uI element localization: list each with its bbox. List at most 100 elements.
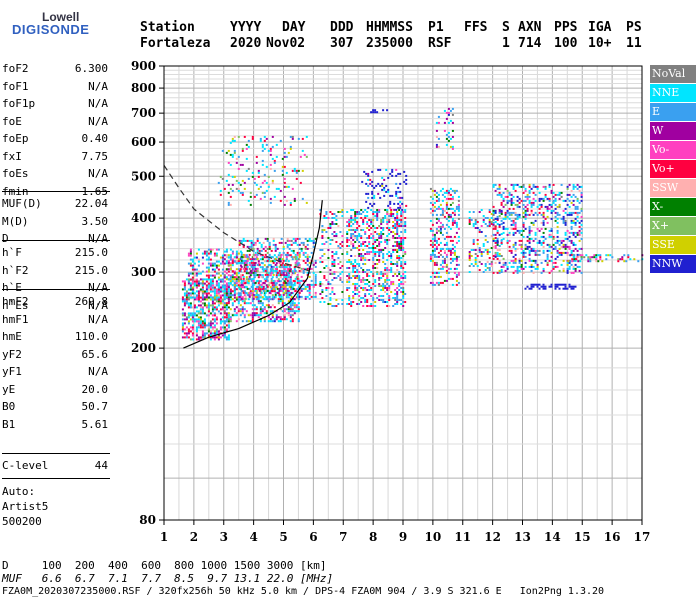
echo-point <box>260 275 263 278</box>
echo-point <box>298 263 301 266</box>
echo-point <box>267 290 270 293</box>
echo-point <box>213 336 216 339</box>
echo-point <box>286 251 289 254</box>
echo-point <box>350 255 353 257</box>
echo-point <box>451 197 454 200</box>
echo-point <box>350 303 353 305</box>
echo-point <box>372 243 375 245</box>
echo-point <box>352 235 355 237</box>
echo-point <box>279 316 282 319</box>
y-tick-label: 900 <box>131 59 156 73</box>
x-tick-label: 11 <box>454 530 471 544</box>
echo-point <box>201 302 204 305</box>
echo-point <box>435 245 438 248</box>
echo-point <box>496 241 499 244</box>
echo-point <box>512 221 515 224</box>
echo-point <box>217 288 220 291</box>
echo-point <box>278 251 281 254</box>
echo-point <box>441 259 444 262</box>
echo-point <box>394 225 397 227</box>
echo-point <box>362 229 365 231</box>
echo-point <box>293 288 296 291</box>
echo-point <box>235 256 238 259</box>
echo-point <box>283 270 286 273</box>
echo-point <box>308 239 311 242</box>
echo-point <box>278 289 281 292</box>
echo-point <box>235 276 238 279</box>
echo-point <box>570 219 573 222</box>
echo-point <box>546 209 549 212</box>
param-name: B1 <box>2 417 16 431</box>
echo-point <box>536 265 539 268</box>
echo-point <box>390 231 393 233</box>
echo-point <box>429 281 432 284</box>
echo-point <box>189 330 192 333</box>
echo-point <box>474 261 477 263</box>
echo-point <box>272 237 275 240</box>
echo-point <box>583 256 586 259</box>
echo-point <box>333 273 336 275</box>
echo-point <box>312 285 315 288</box>
echo-point <box>263 191 266 194</box>
echo-point <box>534 219 537 222</box>
echo-point <box>451 217 454 220</box>
echo-point <box>398 285 401 287</box>
echo-point <box>399 190 402 193</box>
echo-point <box>256 293 259 296</box>
echo-point <box>285 276 288 279</box>
echo-point <box>258 241 261 244</box>
echo-point <box>297 169 300 172</box>
echo-point <box>534 283 537 286</box>
echo-point <box>435 195 438 198</box>
echo-point <box>227 183 230 186</box>
echo-point <box>229 153 232 156</box>
echo-point <box>217 290 220 293</box>
echo-point <box>554 203 557 206</box>
echo-point <box>358 275 361 277</box>
echo-point <box>205 254 208 257</box>
echo-point <box>290 287 293 290</box>
echo-point <box>225 262 228 265</box>
echo-point <box>279 139 282 142</box>
echo-point <box>386 301 389 303</box>
echo-point <box>267 320 270 323</box>
echo-point <box>500 271 503 273</box>
echo-point <box>389 172 392 175</box>
echo-point <box>402 287 405 289</box>
echo-point <box>289 147 292 150</box>
echo-point <box>544 237 547 240</box>
echo-point <box>201 322 204 325</box>
echo-point <box>205 324 208 327</box>
echo-point <box>259 294 262 297</box>
echo-point <box>387 188 390 191</box>
echo-point <box>378 253 381 255</box>
echo-point <box>576 249 579 252</box>
echo-point <box>203 252 206 255</box>
echo-point <box>266 247 269 250</box>
echo-point <box>392 215 395 217</box>
echo-point <box>187 272 190 275</box>
echo-point <box>199 282 202 285</box>
echo-point <box>304 261 307 264</box>
echo-point <box>395 168 398 171</box>
echo-point <box>189 262 192 265</box>
echo-point <box>271 320 274 323</box>
echo-point <box>217 332 220 335</box>
echo-point <box>378 235 381 237</box>
echo-point <box>229 163 232 166</box>
echo-point <box>374 109 377 112</box>
echo-point <box>341 281 344 283</box>
header-label: HHMMSS <box>366 20 413 35</box>
echo-point <box>346 237 349 239</box>
header-value: 1 <box>502 36 510 51</box>
echo-point <box>195 334 198 337</box>
echo-point <box>346 289 349 291</box>
echo-point <box>350 233 353 235</box>
echo-point <box>223 296 226 299</box>
echo-point <box>257 175 260 178</box>
echo-point <box>302 269 305 272</box>
echo-point <box>394 289 397 291</box>
echo-point <box>279 300 282 303</box>
echo-point <box>271 135 274 138</box>
echo-point <box>401 196 404 199</box>
